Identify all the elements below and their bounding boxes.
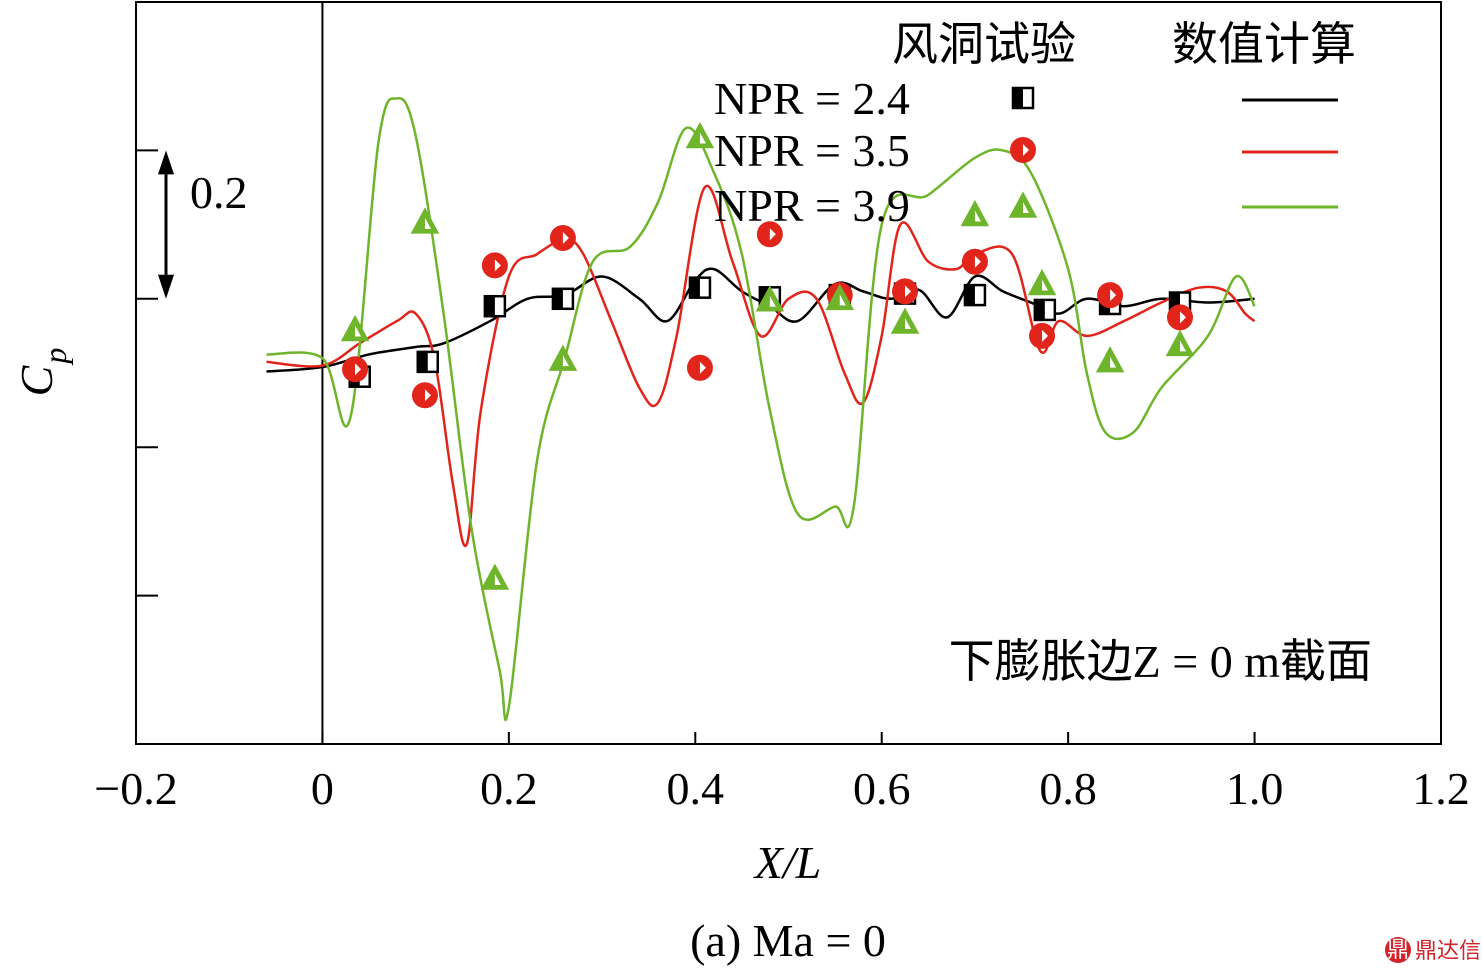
- series-2-point-5: [755, 285, 785, 312]
- series-0-point-8: [963, 283, 987, 307]
- scale-bar-arrow-down: [158, 274, 174, 299]
- series-0-point-2: [483, 294, 507, 318]
- series-0-point-3: [551, 287, 575, 311]
- series-2-point-7: [890, 307, 920, 334]
- y-axis-title-sub: p: [37, 348, 73, 366]
- series-1-point-1: [411, 382, 438, 409]
- series-1-point-3: [549, 224, 576, 251]
- series-1-point-9: [1029, 322, 1056, 349]
- series-2-point-1: [410, 207, 440, 234]
- legend-marker-2: [1008, 191, 1038, 218]
- y-axis-title-main: C: [11, 364, 62, 396]
- series-0-point-4: [688, 276, 712, 299]
- series-2-point-6: [825, 283, 855, 311]
- scale-bar-label: 0.2: [190, 167, 248, 218]
- figure-caption: (a) Ma = 0: [690, 915, 886, 966]
- scale-bar: [158, 150, 174, 299]
- x-tick-label-4: 0.6: [853, 763, 911, 814]
- series-2-point-0: [340, 314, 370, 342]
- series-2-point-4: [685, 121, 715, 149]
- legend-header-numerical: 数值计算: [1172, 19, 1356, 70]
- x-tick-label-5: 0.8: [1039, 763, 1097, 814]
- series-1-point-8: [961, 248, 988, 275]
- series-0-point-9: [1033, 298, 1057, 322]
- legend-label-1: NPR = 3.5: [714, 125, 910, 176]
- watermark-badge-text: 鼎: [1387, 938, 1409, 963]
- x-tick-label-6: 1.0: [1226, 763, 1284, 814]
- series-0-point-1: [416, 350, 440, 374]
- legend-header-experiment: 风洞试验: [892, 19, 1076, 70]
- legend-marker-1: [1010, 137, 1036, 163]
- series-2-point-11: [1165, 329, 1195, 357]
- series-1-point-2: [481, 252, 508, 279]
- plot-frame: [135, 1, 1442, 745]
- series-line-1: [266, 184, 1256, 548]
- series-2-point-8: [960, 199, 990, 227]
- series-2-point-2: [480, 563, 510, 590]
- legend-marker-0: [1011, 86, 1035, 110]
- x-tick-label-0: −0.2: [94, 763, 177, 814]
- x-axis-title: X/L: [753, 837, 821, 888]
- y-axis-ticks: [136, 149, 158, 597]
- series-1-point-10: [1097, 282, 1124, 309]
- series-1-point-4: [686, 354, 713, 381]
- series-1-point-5: [756, 221, 783, 248]
- x-tick-label-2: 0.2: [480, 763, 538, 814]
- series-line-0: [266, 267, 1255, 373]
- watermark-badge: [1385, 937, 1411, 963]
- series-2-point-3: [548, 344, 578, 371]
- x-axis-ticks: [135, 732, 1442, 744]
- section-annotation: 下膨胀边Z = 0 m截面: [949, 636, 1372, 687]
- y-axis-title: Cp: [11, 348, 73, 397]
- series-line-2: [266, 96, 1256, 722]
- series-1-point-7: [892, 278, 919, 305]
- series-markers: [340, 121, 1195, 590]
- x-axis-tick-labels: −0.2 0 0.2 0.4 0.6 0.8 1.0 1.2: [94, 763, 1469, 814]
- series-2-point-9: [1027, 268, 1057, 296]
- scale-bar-arrow-up: [158, 150, 174, 175]
- x-tick-label-3: 0.4: [667, 763, 725, 814]
- legend-label-2: NPR = 3.9: [714, 180, 910, 231]
- legend-label-0: NPR = 2.4: [714, 73, 910, 124]
- series-lines: [266, 96, 1256, 722]
- x-tick-label-1: 0: [311, 763, 334, 814]
- series-1-point-11: [1167, 304, 1193, 331]
- watermark-text: 鼎达信: [1415, 939, 1481, 964]
- series-1-point-0: [342, 356, 369, 383]
- x-tick-label-7: 1.2: [1412, 763, 1470, 814]
- series-2-point-10: [1095, 346, 1125, 373]
- svg-text:Cp: Cp: [11, 348, 73, 397]
- watermark: 鼎 鼎达信: [1385, 937, 1481, 964]
